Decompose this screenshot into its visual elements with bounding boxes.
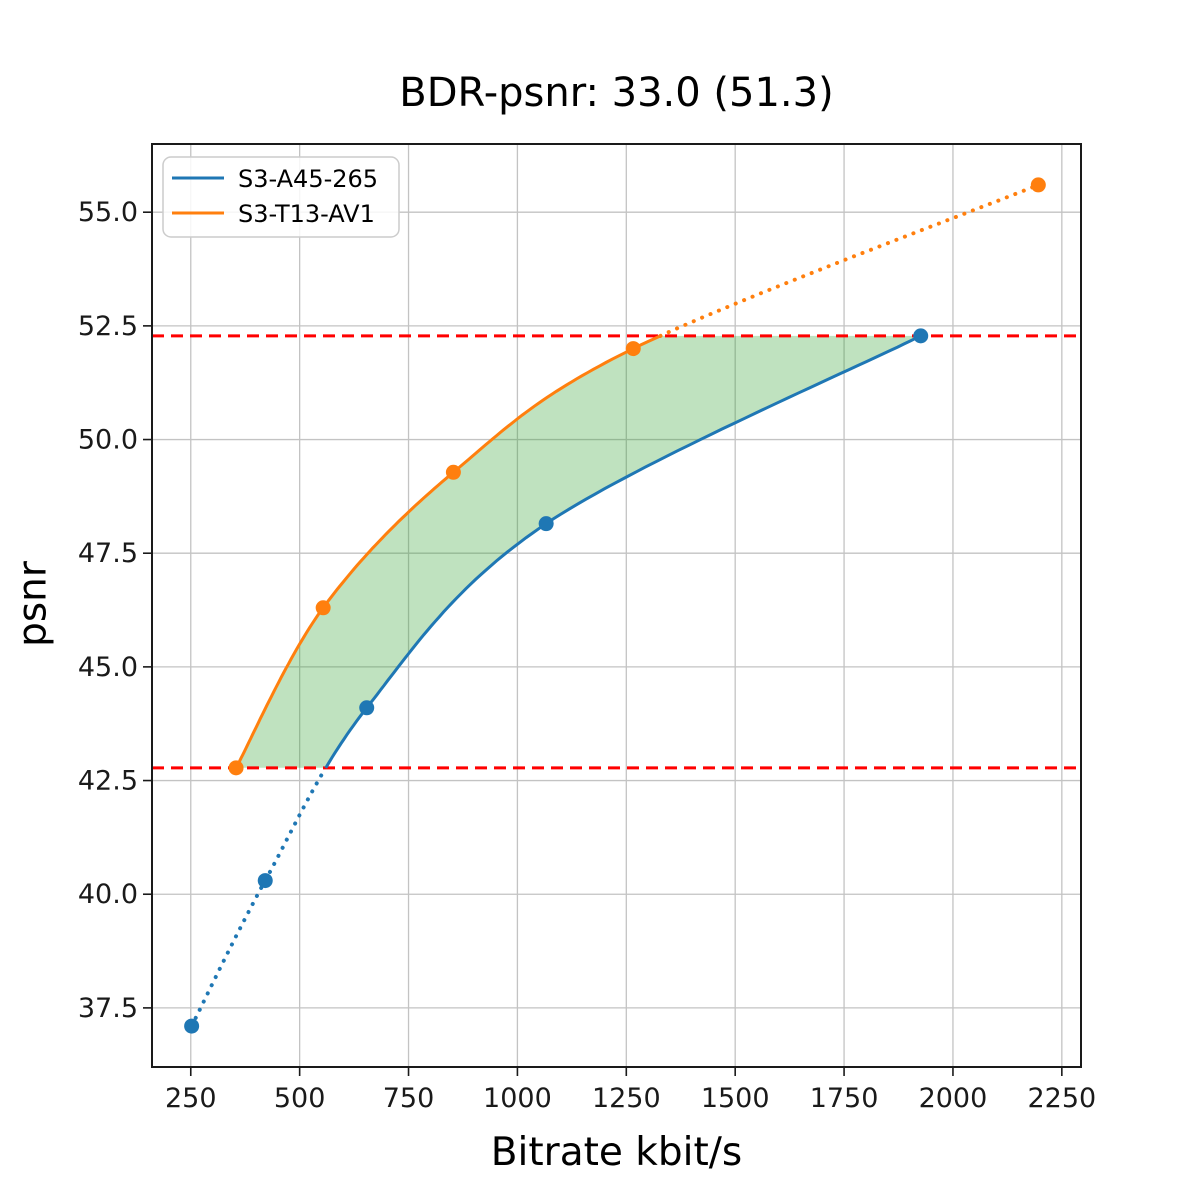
series-1-marker [257,873,273,889]
chart-title: BDR-psnr: 33.0 (51.3) [399,70,834,116]
x-axis-label: Bitrate kbit/s [490,1130,743,1175]
series-2-marker [315,600,331,616]
series-2-solid-line [234,334,662,769]
y-axis-label: psnr [10,561,56,647]
x-tick-label: 1000 [483,1083,552,1114]
x-tick-label: 250 [165,1083,217,1114]
series-2-marker [1030,177,1046,193]
legend-label: S3-A45-265 [238,165,378,193]
legend-label: S3-T13-AV1 [238,200,375,228]
x-tick-label: 2250 [1027,1083,1096,1114]
y-tick-label: 40.0 [78,879,138,910]
series-1-marker [913,328,929,344]
plot-border [151,143,1082,1068]
y-tick-label: 45.0 [78,652,138,683]
series-2-marker [228,760,244,776]
series-1-marker [538,516,554,532]
y-tick-label: 52.5 [78,311,138,342]
series-1-marker [184,1018,200,1034]
series-1-marker [359,700,375,716]
x-tick-label: 750 [383,1083,435,1114]
x-tick-label: 2000 [919,1083,988,1114]
shaded-region [236,335,921,768]
y-tick-label: 37.5 [78,993,138,1024]
series-1-solid-line [324,334,922,769]
series-2-marker [625,341,641,357]
x-tick-label: 1250 [592,1083,661,1114]
y-tick-label: 47.5 [78,538,138,569]
series-2-dotted-line [658,182,1041,338]
series-1-dotted-line [189,765,328,1029]
series-2-marker [445,464,461,480]
x-tick-label: 500 [274,1083,326,1114]
x-tick-label: 1500 [701,1083,770,1114]
x-tick-label: 1750 [810,1083,879,1114]
y-tick-label: 50.0 [78,425,138,456]
y-tick-label: 42.5 [78,766,138,797]
y-tick-label: 55.0 [78,197,138,228]
